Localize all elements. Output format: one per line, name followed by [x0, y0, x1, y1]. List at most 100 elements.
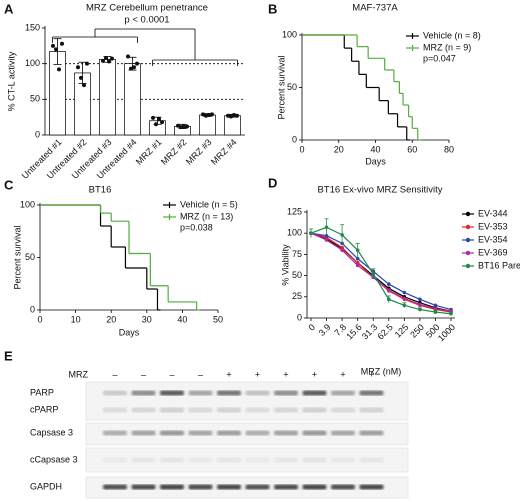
bar — [199, 114, 216, 136]
data-point — [355, 256, 360, 261]
blot-band — [302, 430, 327, 436]
x-tick-label: 50 — [213, 314, 223, 324]
data-point — [76, 65, 80, 70]
row-label: PARP — [30, 387, 54, 397]
y-tick-label: 125 — [287, 206, 302, 216]
x-tick-label: 60 — [407, 144, 417, 154]
data-point — [226, 113, 230, 118]
blot-band — [302, 390, 327, 396]
y-tick-label: 150 — [25, 22, 40, 32]
y-tick-label: 100 — [282, 29, 297, 39]
treatment-sign: – — [198, 369, 203, 379]
data-point — [110, 56, 114, 61]
blot-band — [302, 407, 327, 413]
data-point — [126, 54, 130, 59]
data-point — [418, 297, 422, 302]
data-point — [324, 238, 329, 242]
data-point — [60, 41, 64, 46]
row-label: GAPDH — [30, 481, 62, 491]
treatment-sign: + — [283, 369, 288, 379]
blot-band — [160, 430, 184, 436]
data-point — [324, 225, 329, 230]
x-tick-label: MRZ #3 — [184, 137, 214, 167]
data-point — [210, 112, 214, 117]
legend-label: Vehicle (n = 8) — [423, 30, 481, 40]
treatment-label: MRZ — [69, 369, 89, 379]
y-tick-label: 0 — [30, 304, 35, 314]
data-point — [235, 113, 239, 118]
blot-band — [331, 390, 355, 396]
x-tick-label: 10 — [71, 314, 81, 324]
data-point — [418, 307, 422, 312]
chart-title: MAF-737A — [352, 3, 398, 14]
blot-band — [217, 407, 241, 413]
x-axis-label: Days — [119, 327, 140, 337]
y-tick-label: 50 — [25, 252, 35, 262]
data-point — [232, 113, 236, 118]
legend-label: EV-354 — [478, 234, 508, 244]
data-point — [204, 113, 208, 118]
blot-band — [103, 407, 127, 413]
data-point — [433, 310, 438, 314]
y-axis-label: Percent survival — [276, 55, 286, 119]
data-point — [185, 124, 189, 129]
data-point — [82, 83, 86, 88]
blot-band — [359, 407, 384, 413]
data-point — [433, 306, 438, 311]
row-label: cPARP — [30, 404, 58, 414]
blot-band — [359, 430, 384, 436]
y-tick-label: 0 — [297, 312, 302, 322]
y-tick-label: 75 — [292, 249, 302, 259]
x-tick-label: 20 — [106, 314, 116, 324]
blot-band — [359, 484, 384, 490]
x-tick-label: 80 — [444, 144, 454, 154]
x-tick-label: 40 — [370, 144, 380, 154]
blot-band — [188, 457, 213, 463]
blot-band — [274, 407, 298, 413]
x-tick-label: 125 — [393, 322, 411, 340]
x-tick-label: MRZ #2 — [159, 137, 189, 167]
blot-band — [188, 484, 213, 490]
data-point — [229, 114, 233, 119]
data-point — [54, 47, 58, 52]
blot-band — [359, 457, 384, 463]
panel-label: E — [4, 348, 13, 363]
data-point — [386, 282, 391, 286]
blot-band — [131, 457, 156, 463]
blot-band — [188, 430, 213, 436]
legend-marker — [465, 224, 471, 230]
data-point — [129, 66, 133, 71]
blot-band — [217, 484, 241, 490]
x-axis-label: MRZ (nM) — [361, 366, 402, 376]
data-point — [85, 61, 89, 66]
data-point — [132, 65, 136, 70]
x-tick-label: 40 — [177, 314, 187, 324]
annotation: p=0.047 — [423, 53, 456, 63]
y-tick-label: 0 — [35, 129, 40, 139]
blot-band — [245, 430, 270, 436]
data-point — [402, 296, 407, 301]
x-tick-label: 250 — [408, 322, 426, 340]
blot-strips — [85, 381, 409, 499]
bar — [124, 63, 141, 136]
legend-label: Vehicle (n = 5) — [180, 199, 238, 209]
blot-band — [131, 484, 156, 490]
legend-marker — [465, 211, 471, 217]
data-point — [201, 112, 205, 117]
blot-band — [359, 390, 384, 396]
y-tick-label: 100 — [20, 199, 35, 209]
chart-title: MRZ Cerebellum penetrance — [86, 3, 208, 14]
row-label: Capsase 3 — [30, 427, 73, 437]
x-tick-label: 30 — [142, 314, 152, 324]
blot-band — [331, 430, 355, 436]
data-point — [418, 302, 422, 307]
blot-band — [302, 484, 327, 490]
legend-label: MRZ (n = 13) — [180, 211, 233, 221]
data-point — [355, 263, 360, 268]
data-point — [309, 231, 313, 235]
annotation: p=0.038 — [180, 222, 213, 232]
series-line — [310, 232, 452, 312]
legend-label: EV-353 — [478, 221, 508, 231]
data-point — [176, 123, 180, 128]
